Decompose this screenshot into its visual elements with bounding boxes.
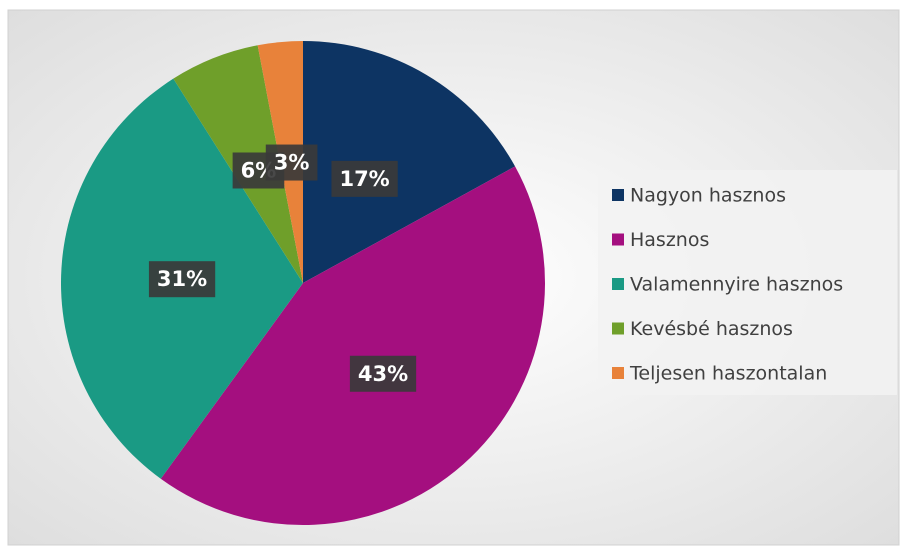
data-label-box: [148, 261, 216, 298]
pie-slice: [160, 166, 545, 525]
data-label-text: 3%: [274, 151, 310, 175]
data-label: 17%: [331, 160, 398, 197]
legend-swatch: [612, 322, 624, 335]
data-label: 43%: [349, 355, 417, 392]
legend-label: Valamennyire hasznos: [630, 274, 843, 296]
legend-label: Hasznos: [630, 229, 709, 251]
data-label-text: 17%: [339, 167, 389, 191]
data-label-text: 31%: [157, 267, 207, 291]
legend-box: [598, 170, 897, 395]
data-label-box: [265, 144, 318, 181]
legend-swatch: [612, 189, 624, 201]
pie-slice: [303, 41, 516, 283]
legend-label: Teljesen haszontalan: [629, 363, 827, 385]
data-label: 3%: [265, 144, 318, 181]
data-label-text: 43%: [358, 362, 408, 386]
legend-label: Nagyon hasznos: [630, 185, 786, 207]
data-label-box: [349, 355, 417, 392]
data-label-box: [331, 160, 398, 197]
legend-swatch: [612, 278, 624, 290]
legend-label: Kevésbé hasznos: [630, 318, 793, 340]
legend-swatch: [612, 233, 624, 246]
data-label: 31%: [148, 261, 216, 298]
legend-swatch: [612, 367, 624, 379]
